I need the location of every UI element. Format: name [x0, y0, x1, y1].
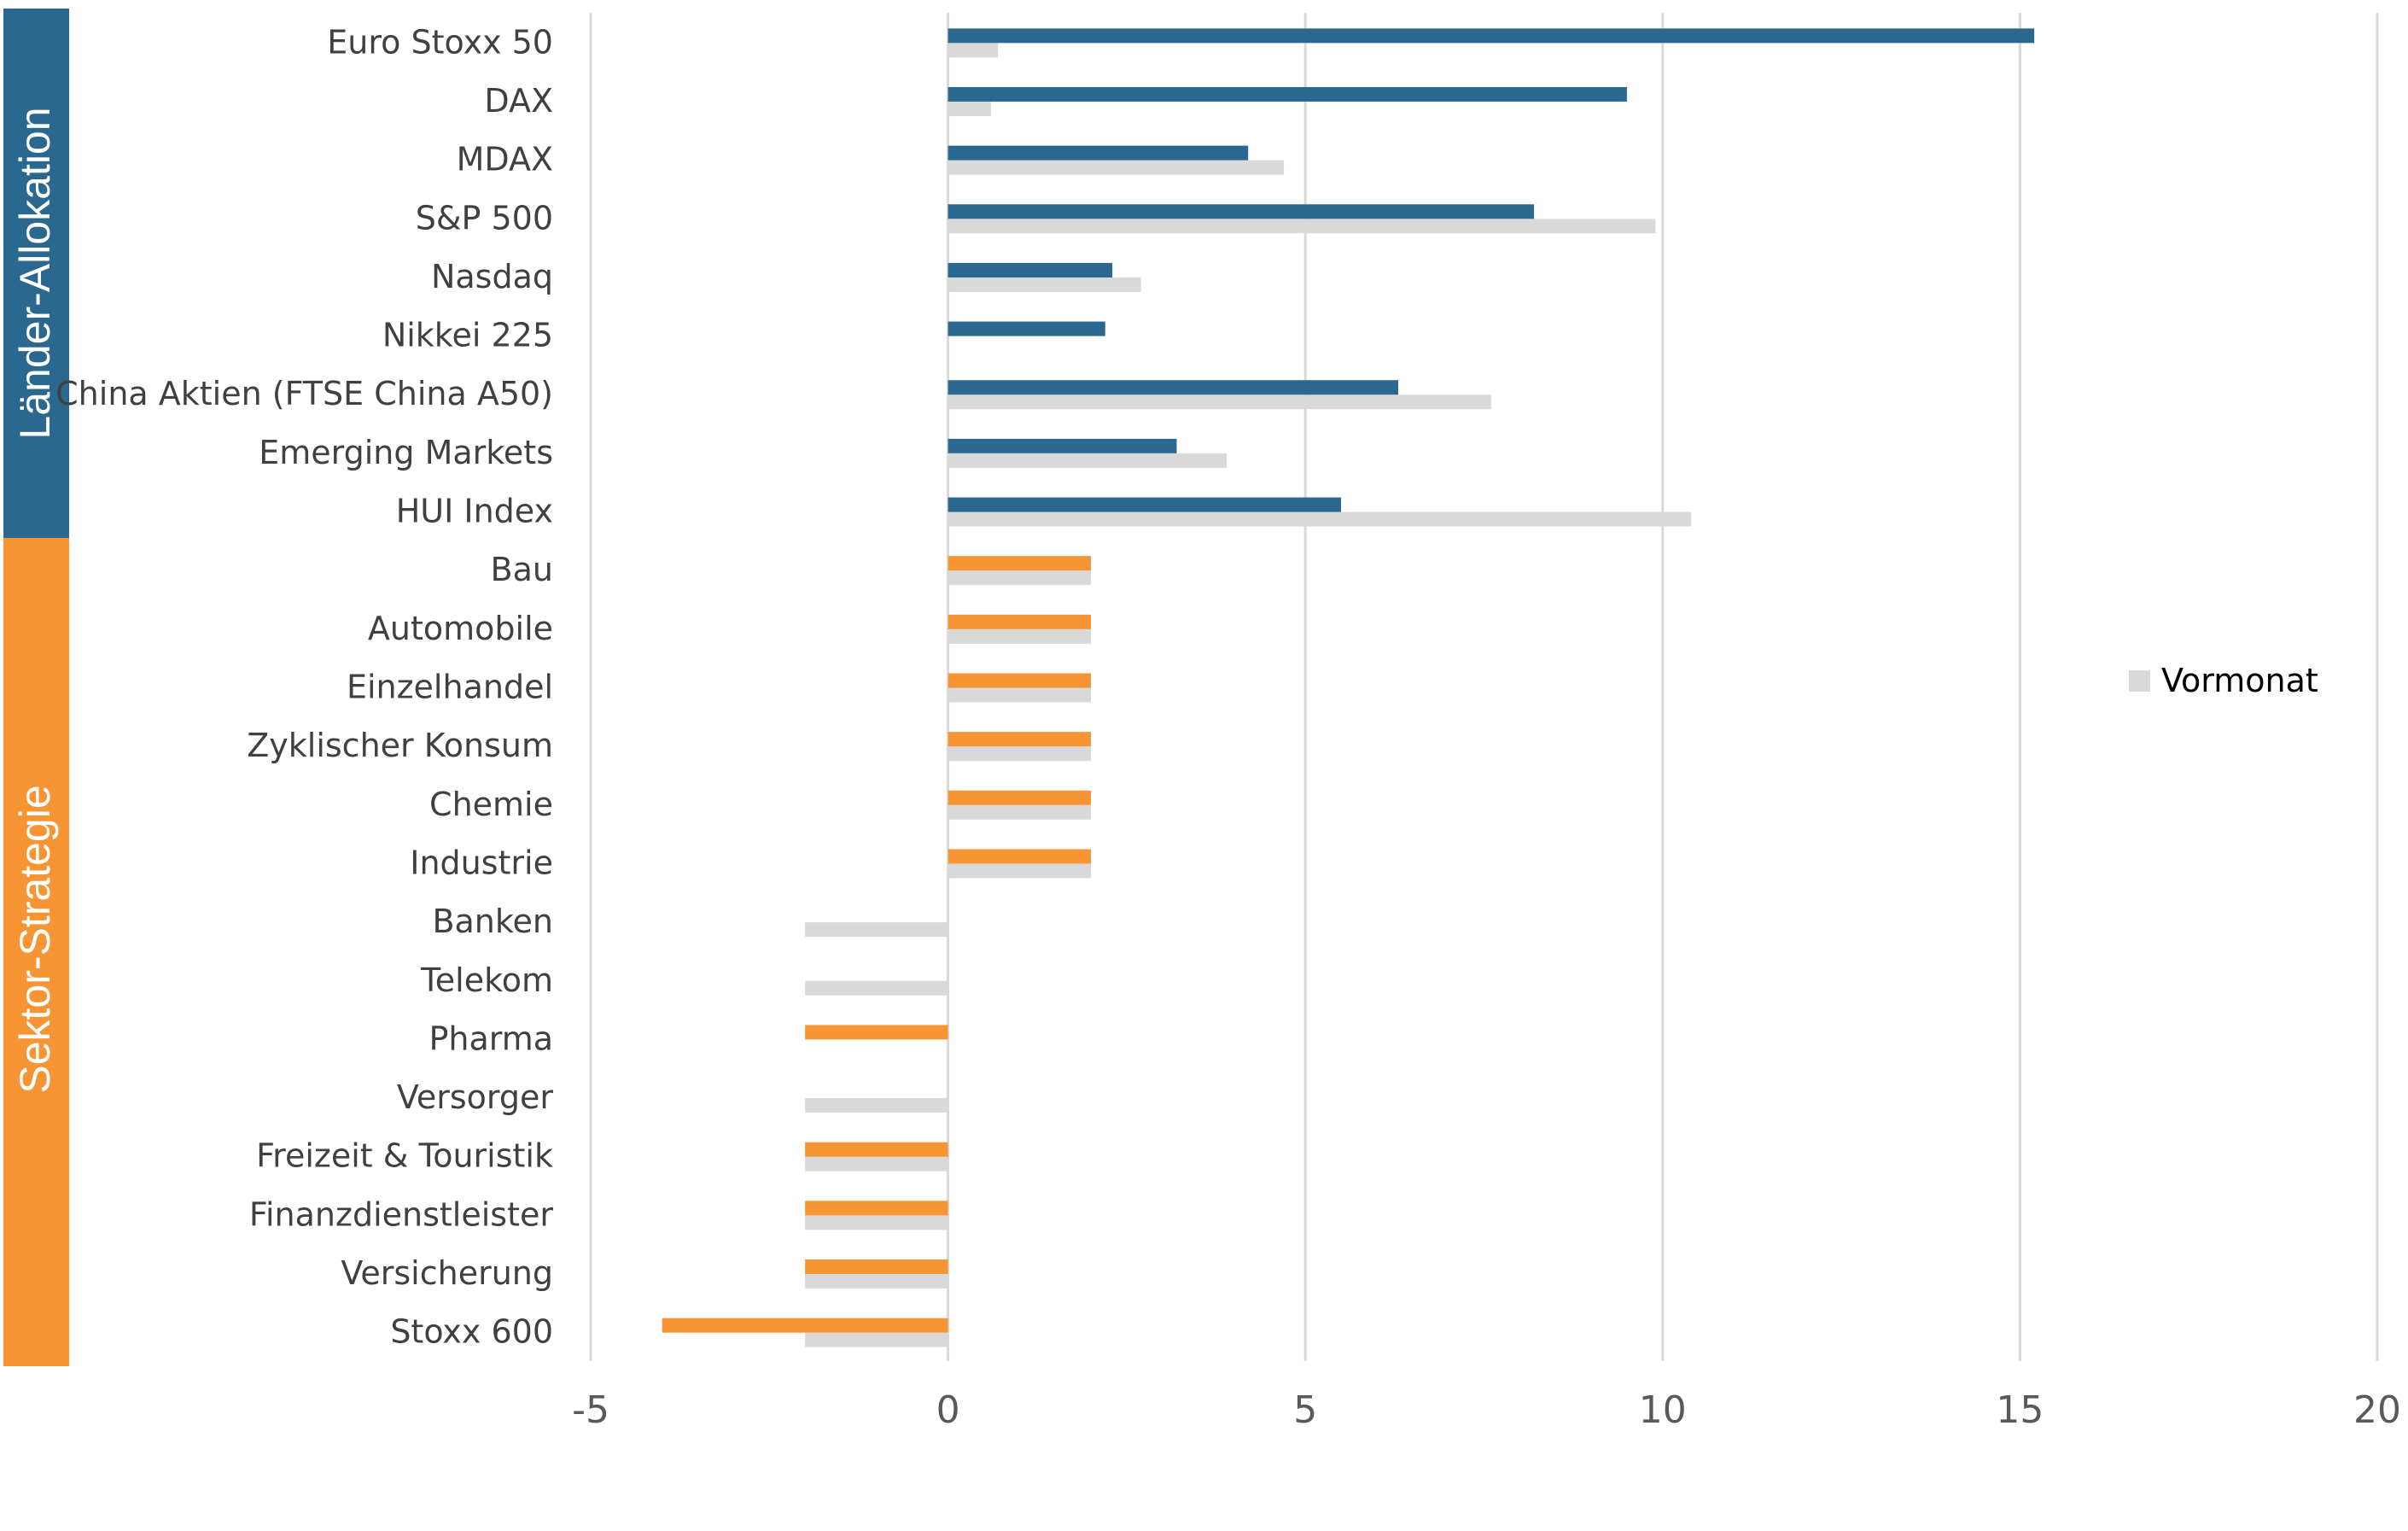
bar-vormonat — [947, 43, 999, 58]
legend: Vormonat — [2129, 662, 2318, 699]
x-tick-label: 20 — [2353, 1388, 2401, 1432]
x-tick-label: 0 — [936, 1388, 960, 1432]
group-band-laender — [3, 9, 69, 538]
category-label: Finanzdienstleister — [249, 1195, 553, 1233]
category-label: Nasdaq — [431, 258, 553, 295]
bar-aktuell — [662, 1318, 948, 1333]
bar-vormonat — [805, 980, 948, 996]
bar-aktuell — [947, 614, 1092, 629]
bar-vormonat — [947, 746, 1092, 762]
bar-vormonat — [947, 628, 1092, 644]
bar-vormonat — [805, 1156, 948, 1172]
category-label: Versorger — [397, 1078, 554, 1116]
bar-vormonat — [805, 1274, 948, 1289]
bar-aktuell — [947, 380, 1399, 395]
group-label-laender: Länder-Allokation — [11, 107, 59, 439]
category-labels: Euro Stoxx 50 DAX MDAX S&P 500 Nasdaq Nikkei … — [55, 23, 553, 1350]
category-label: Banken — [432, 903, 553, 940]
category-label: Bau — [491, 551, 553, 588]
category-label: DAX — [484, 82, 553, 120]
category-label: Zyklischer Konsum — [247, 727, 553, 764]
bar-aktuell — [947, 204, 1535, 219]
bar-vormonat — [947, 219, 1656, 234]
category-label: Euro Stoxx 50 — [327, 23, 553, 61]
category-label: Emerging Markets — [259, 434, 553, 471]
bar-vormonat — [947, 394, 1491, 410]
bar-aktuell — [805, 1142, 948, 1157]
bar-aktuell — [947, 849, 1092, 864]
bar-aktuell — [947, 321, 1105, 336]
bar-aktuell — [947, 732, 1092, 747]
bar-vormonat — [947, 160, 1285, 175]
group-band-sektor — [3, 538, 69, 1366]
bar-aktuell — [947, 438, 1177, 453]
category-label: Einzelhandel — [347, 669, 553, 706]
bar-aktuell — [805, 1259, 948, 1275]
bar-aktuell — [947, 145, 1249, 161]
category-label: Automobile — [368, 610, 553, 647]
bar-aktuell — [947, 790, 1092, 805]
group-label-sektor: Sektor-Strategie — [11, 785, 59, 1093]
bar-vormonat — [805, 922, 948, 938]
bar-vormonat — [947, 511, 1692, 527]
category-label: MDAX — [457, 141, 553, 178]
bar-aktuell — [947, 673, 1092, 688]
x-tick-label: 15 — [1996, 1388, 2044, 1432]
category-label: Versicherung — [341, 1254, 553, 1292]
category-label: China Aktien (FTSE China A50) — [55, 375, 553, 412]
bar-vormonat — [947, 453, 1227, 468]
x-tick-label: -5 — [572, 1388, 609, 1432]
bar-vormonat — [947, 101, 991, 116]
bar-aktuell — [947, 497, 1342, 512]
x-tick-label: 10 — [1639, 1388, 1687, 1432]
bar-vormonat — [947, 277, 1141, 292]
bar-vormonat — [947, 570, 1092, 586]
category-label: Stoxx 600 — [390, 1313, 553, 1351]
bar-vormonat — [947, 804, 1092, 820]
bar-vormonat — [805, 1215, 948, 1230]
x-axis-ticks: -5 0 5 10 15 20 — [572, 1388, 2401, 1432]
category-label: Chemie — [429, 786, 553, 823]
category-label: S&P 500 — [416, 199, 553, 237]
category-label: Telekom — [420, 961, 553, 999]
bars — [662, 28, 2035, 1347]
legend-swatch-vormonat — [2129, 670, 2150, 692]
category-label: Nikkei 225 — [382, 317, 553, 354]
category-label: Freizeit & Touristik — [256, 1137, 553, 1175]
category-label: HUI Index — [396, 493, 553, 530]
bar-aktuell — [805, 1201, 948, 1216]
bar-aktuell — [947, 556, 1092, 571]
bar-aktuell — [947, 28, 2035, 44]
bar-vormonat — [947, 687, 1092, 703]
gridlines — [589, 13, 2379, 1361]
bar-vormonat — [805, 1332, 948, 1347]
bar-vormonat — [947, 863, 1092, 879]
bar-aktuell — [947, 86, 1627, 102]
x-tick-label: 5 — [1293, 1388, 1317, 1432]
legend-label-vormonat: Vormonat — [2161, 662, 2318, 699]
bar-vormonat — [805, 1098, 948, 1113]
bar-aktuell — [805, 1025, 948, 1040]
category-label: Industrie — [410, 844, 553, 881]
bar-aktuell — [947, 262, 1113, 278]
category-label: Pharma — [429, 1020, 553, 1057]
